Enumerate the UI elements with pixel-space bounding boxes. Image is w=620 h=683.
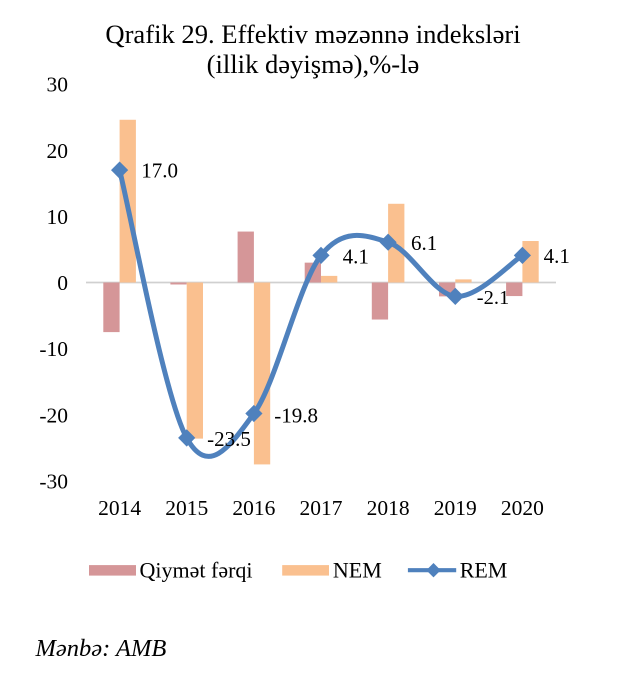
svg-text:-23.5: -23.5 — [207, 427, 251, 451]
svg-text:(illik dəyişmə),%-lə: (illik dəyişmə),%-lə — [207, 49, 420, 79]
svg-text:0: 0 — [57, 271, 68, 295]
svg-text:2014: 2014 — [98, 496, 141, 520]
svg-text:2018: 2018 — [367, 496, 410, 520]
svg-text:17.0: 17.0 — [141, 158, 178, 182]
svg-text:4.1: 4.1 — [343, 244, 369, 268]
svg-text:-10: -10 — [39, 337, 68, 361]
svg-text:6.1: 6.1 — [411, 231, 437, 255]
svg-text:2020: 2020 — [501, 496, 544, 520]
svg-text:Mənbə: AMB: Mənbə: AMB — [35, 635, 167, 662]
svg-text:-2.1: -2.1 — [477, 287, 509, 309]
svg-text:2016: 2016 — [232, 496, 275, 520]
svg-text:2015: 2015 — [165, 496, 208, 520]
svg-text:2019: 2019 — [434, 496, 477, 520]
svg-text:Qiymət fərqi: Qiymət fərqi — [140, 558, 253, 583]
svg-text:4.1: 4.1 — [544, 244, 570, 268]
svg-text:10: 10 — [47, 205, 69, 229]
svg-text:30: 30 — [47, 73, 69, 97]
svg-text:-19.8: -19.8 — [274, 403, 318, 427]
svg-text:-20: -20 — [39, 403, 68, 427]
svg-text:-30: -30 — [39, 470, 68, 494]
svg-text:REM: REM — [460, 558, 508, 583]
svg-text:Qrafik 29. Effektiv məzənnə in: Qrafik 29. Effektiv məzənnə indeksləri — [105, 19, 520, 49]
svg-text:2017: 2017 — [300, 496, 343, 520]
svg-text:NEM: NEM — [333, 558, 382, 583]
svg-text:20: 20 — [47, 139, 69, 163]
